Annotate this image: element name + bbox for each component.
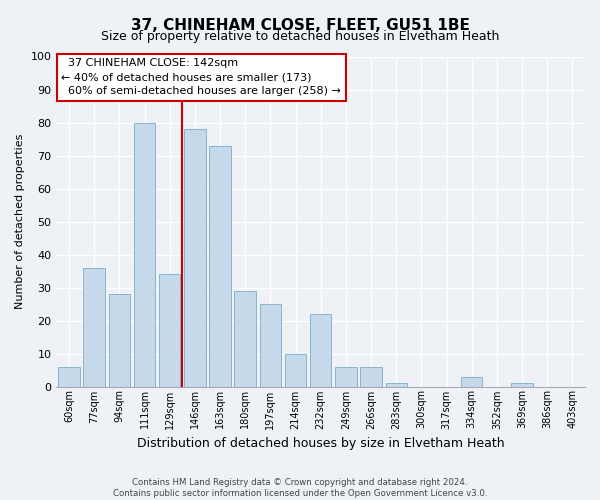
Bar [335, 366, 356, 386]
Text: Contains HM Land Registry data © Crown copyright and database right 2024.
Contai: Contains HM Land Registry data © Crown c… [113, 478, 487, 498]
Y-axis label: Number of detached properties: Number of detached properties [15, 134, 25, 309]
Bar [235, 291, 256, 386]
Bar [209, 146, 231, 386]
Bar [461, 376, 482, 386]
Bar [285, 354, 306, 386]
Bar [511, 383, 533, 386]
Bar [109, 294, 130, 386]
Bar [260, 304, 281, 386]
Bar [386, 383, 407, 386]
Bar [184, 129, 206, 386]
Text: Size of property relative to detached houses in Elvetham Heath: Size of property relative to detached ho… [101, 30, 499, 43]
Bar [361, 366, 382, 386]
Bar [83, 268, 105, 386]
Bar [58, 366, 80, 386]
Bar [310, 314, 331, 386]
Bar [159, 274, 181, 386]
Text: 37 CHINEHAM CLOSE: 142sqm
← 40% of detached houses are smaller (173)
  60% of se: 37 CHINEHAM CLOSE: 142sqm ← 40% of detac… [61, 58, 341, 96]
X-axis label: Distribution of detached houses by size in Elvetham Heath: Distribution of detached houses by size … [137, 437, 505, 450]
Bar [134, 122, 155, 386]
Text: 37, CHINEHAM CLOSE, FLEET, GU51 1BE: 37, CHINEHAM CLOSE, FLEET, GU51 1BE [131, 18, 469, 32]
